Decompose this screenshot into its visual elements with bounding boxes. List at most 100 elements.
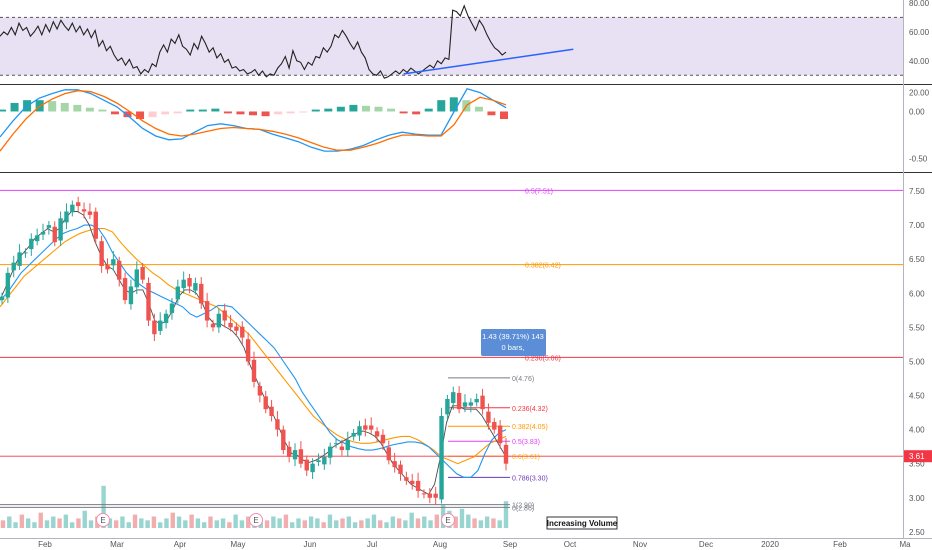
candle-body <box>304 459 309 471</box>
time-tick-label: 2020 <box>761 540 779 549</box>
price-tick-label: 6.50 <box>909 255 925 264</box>
earnings-marker-label: E <box>253 516 258 525</box>
time-tick-label: Aug <box>433 540 447 549</box>
macd-histogram-bar <box>85 107 94 112</box>
candle-body <box>415 480 421 491</box>
volume-bar <box>32 522 37 528</box>
macd-histogram-bar <box>10 102 19 112</box>
volume-bar <box>327 514 333 528</box>
price-tick-label: 7.00 <box>909 221 925 230</box>
volume-bar <box>302 520 307 528</box>
volume-bar <box>164 518 169 528</box>
macd-histogram-bar <box>98 109 107 112</box>
macd-histogram-bar <box>110 111 119 115</box>
candle-body <box>386 447 391 461</box>
price-panel: 0.5(7.51) 0.382(6.42) 0.236(5.06) 0(4.76) 0.… <box>0 188 903 530</box>
candle-body <box>240 326 245 338</box>
candle-body <box>199 283 204 304</box>
ma-slow-line <box>0 227 507 465</box>
candle-body <box>439 415 444 500</box>
macd-histogram-bar <box>173 111 182 114</box>
candle-body <box>327 446 333 458</box>
candle-body <box>70 204 75 213</box>
volume-bar <box>296 518 301 528</box>
candle-body <box>374 431 380 437</box>
volume-bar <box>63 514 69 528</box>
fib-level-label: 0.5(3.83) <box>512 439 540 446</box>
candle-body <box>351 433 356 437</box>
candle-body <box>245 339 251 362</box>
volume-bar <box>290 522 295 528</box>
candle-body <box>87 211 93 215</box>
volume-bar <box>334 520 339 528</box>
volume-bar <box>69 522 75 528</box>
candle-body <box>140 266 145 280</box>
candle-body <box>152 320 157 335</box>
candle-body <box>187 278 192 287</box>
candle-body <box>40 231 46 235</box>
macd-histogram-bar <box>374 106 383 112</box>
candle-body <box>468 402 474 406</box>
candle-body <box>292 450 298 460</box>
macd-histogram-bar <box>136 111 145 120</box>
macd-tick-label: 20.00 <box>909 89 930 98</box>
macd-histogram-bar <box>449 97 458 112</box>
candle-body <box>99 241 104 267</box>
candle-body <box>281 429 286 451</box>
fib-level-label: 0(4.76) <box>512 376 534 383</box>
volume-bar <box>113 520 119 528</box>
candle-body <box>339 446 345 451</box>
time-tick-label: Sep <box>503 540 518 549</box>
volume-bar <box>220 518 226 528</box>
volume-bar <box>308 516 314 528</box>
macd-histogram-bar <box>0 109 6 112</box>
volume-bar <box>491 518 496 528</box>
volume-bar <box>25 518 31 528</box>
volume-bar <box>503 501 509 528</box>
fib-level-label: 0.236(5.06) <box>525 355 561 362</box>
candle-body <box>398 464 403 474</box>
fib-level-label: 0(2.86) <box>512 505 534 512</box>
rsi-tick-label: 80.00 <box>909 0 930 8</box>
volume-bar <box>189 514 194 528</box>
macd-histogram-bar <box>399 111 408 114</box>
volume-label: Increasing Volume <box>547 519 618 528</box>
candle-body <box>17 252 22 266</box>
earnings-marker <box>441 513 455 527</box>
volume-bar <box>157 522 163 528</box>
candle-body <box>117 260 122 280</box>
candle-body <box>257 385 263 396</box>
candle-body <box>105 265 110 270</box>
time-tick-label: Apr <box>174 540 187 549</box>
volume-bar <box>359 520 364 528</box>
volume-bar <box>277 518 282 528</box>
volume-bar <box>352 522 358 528</box>
volume-bar <box>390 516 396 528</box>
candle-body <box>492 421 497 430</box>
earnings-marker <box>96 513 110 527</box>
macd-histogram-bar <box>161 111 170 115</box>
time-tick-label: Jun <box>304 540 317 549</box>
volume-bar <box>76 518 81 528</box>
macd-histogram-bar <box>299 111 308 113</box>
candle-body <box>234 326 239 331</box>
volume-bar <box>139 518 144 528</box>
fib-level-label: 0.6(3.61) <box>512 454 540 461</box>
volume-bar <box>422 516 427 528</box>
volume-bar <box>365 518 370 528</box>
volume-bar <box>132 514 138 528</box>
candle-body <box>404 477 409 481</box>
volume-bar <box>264 520 270 528</box>
candle-body <box>392 461 397 468</box>
current-price-tag-label: 3.61 <box>909 452 925 461</box>
current-price-tag <box>904 450 932 463</box>
volume-bar <box>396 518 402 528</box>
candle-body <box>122 278 128 301</box>
candle-body <box>34 235 40 242</box>
volume-bar <box>271 516 276 528</box>
candle-body <box>75 202 81 207</box>
volume-bar <box>484 516 490 528</box>
volume-bar <box>227 522 232 528</box>
volume-bar <box>44 520 50 528</box>
